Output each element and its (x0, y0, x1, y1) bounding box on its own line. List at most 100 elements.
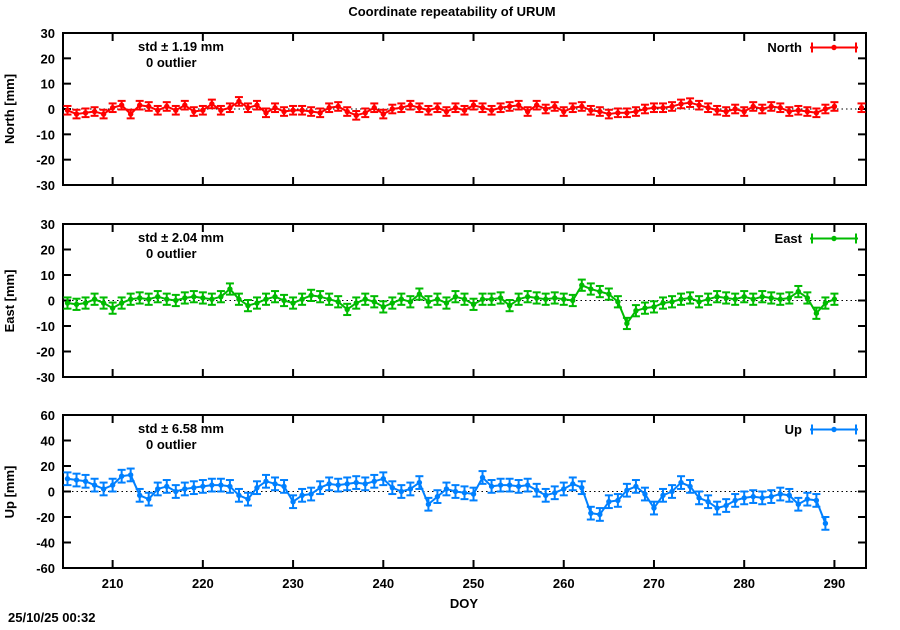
data-point (642, 491, 648, 497)
data-point (750, 296, 756, 302)
data-point (552, 295, 558, 301)
data-point (804, 496, 811, 502)
data-point (182, 102, 188, 108)
data-point (218, 482, 224, 488)
y-tick-label: 60 (41, 408, 55, 423)
data-point (470, 102, 477, 108)
data-point (299, 296, 305, 302)
data-point (434, 493, 441, 500)
legend-sample-point (831, 426, 837, 433)
data-point (389, 300, 396, 306)
data-point (407, 299, 414, 305)
data-point (515, 296, 522, 302)
data-point (200, 483, 206, 490)
data-point (218, 107, 224, 113)
data-point (380, 476, 386, 482)
data-point (380, 304, 386, 310)
data-point (389, 484, 396, 491)
data-point (497, 482, 504, 488)
data-point (732, 296, 738, 302)
data-point (669, 488, 675, 495)
y-tick-label: 20 (41, 243, 55, 258)
data-point (109, 105, 116, 111)
data-point (597, 108, 603, 115)
series-line (806, 297, 818, 314)
series-line (571, 284, 583, 302)
data-point (588, 286, 594, 292)
data-point (155, 293, 161, 300)
data-point (308, 491, 314, 497)
data-point (750, 103, 756, 110)
data-point (73, 477, 80, 483)
data-point (597, 288, 603, 295)
data-point (579, 484, 585, 491)
data-point (254, 300, 260, 306)
y-tick-label: 30 (41, 217, 55, 232)
y-tick-label: -20 (36, 345, 55, 360)
data-point (768, 103, 774, 110)
data-point (452, 488, 459, 495)
data-point (615, 110, 621, 116)
data-point (777, 105, 783, 111)
data-point (82, 110, 89, 116)
y-tick-label: 10 (41, 77, 55, 92)
data-point (479, 296, 486, 302)
north-std-annotation: std ± 1.19 mm (138, 39, 224, 54)
data-point (136, 492, 143, 499)
data-point (714, 107, 720, 113)
east-std-annotation: std ± 2.04 mm (138, 230, 224, 245)
data-point (669, 299, 675, 305)
data-point (353, 300, 359, 306)
data-point (136, 295, 143, 301)
data-point (443, 300, 450, 306)
data-point (660, 492, 666, 499)
data-point (64, 107, 71, 113)
data-point (642, 106, 648, 112)
data-point (687, 99, 693, 106)
east-legend-label: East (775, 231, 803, 246)
data-point (759, 106, 765, 112)
data-point (777, 296, 783, 302)
up-y-axis-label: Up [mm] (2, 466, 17, 519)
data-point (822, 106, 829, 112)
data-point (155, 486, 161, 492)
data-point (82, 300, 89, 306)
data-point (552, 103, 558, 110)
data-point (317, 110, 323, 116)
data-point (822, 300, 829, 306)
data-point (533, 102, 540, 108)
data-point (524, 108, 531, 115)
y-tick-label: -10 (36, 127, 55, 142)
series-line (283, 485, 294, 503)
data-point (434, 105, 441, 111)
data-point (146, 496, 152, 502)
data-point (73, 111, 80, 117)
data-point (606, 499, 612, 505)
series-line (418, 482, 430, 505)
series-line (580, 487, 592, 514)
data-point (236, 98, 242, 105)
y-tick-label: 10 (41, 268, 55, 283)
data-point (741, 108, 747, 115)
data-point (561, 108, 567, 115)
data-point (768, 493, 774, 500)
data-point (127, 472, 134, 478)
data-point (227, 483, 233, 490)
data-point (245, 105, 251, 111)
data-point (191, 108, 197, 115)
data-point (371, 299, 377, 305)
y-tick-label: -40 (36, 536, 55, 551)
north-series (63, 96, 866, 121)
data-point (299, 107, 305, 113)
data-point (443, 108, 450, 115)
data-point (461, 107, 468, 113)
data-point (200, 295, 206, 301)
data-point (759, 495, 765, 501)
data-point (651, 505, 657, 511)
data-point (678, 479, 684, 486)
data-point (768, 295, 774, 301)
data-point (398, 488, 405, 495)
data-point (425, 107, 432, 113)
data-point (714, 293, 720, 300)
